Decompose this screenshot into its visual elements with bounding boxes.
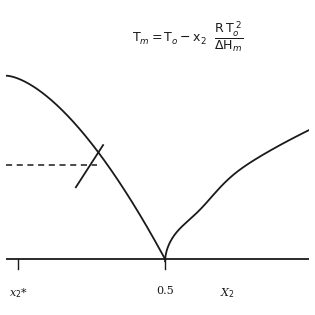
Text: $\mathrm{T}_m = \mathrm{T}_o - \mathrm{x}_2 \ \ \dfrac{\mathrm{R\,T}_o^{\ 2}}{\D: $\mathrm{T}_m = \mathrm{T}_o - \mathrm{x… xyxy=(132,20,243,55)
Text: 0.5: 0.5 xyxy=(156,286,174,296)
Text: X$_2$: X$_2$ xyxy=(220,286,234,300)
Text: x$_2$*: x$_2$* xyxy=(9,286,28,300)
